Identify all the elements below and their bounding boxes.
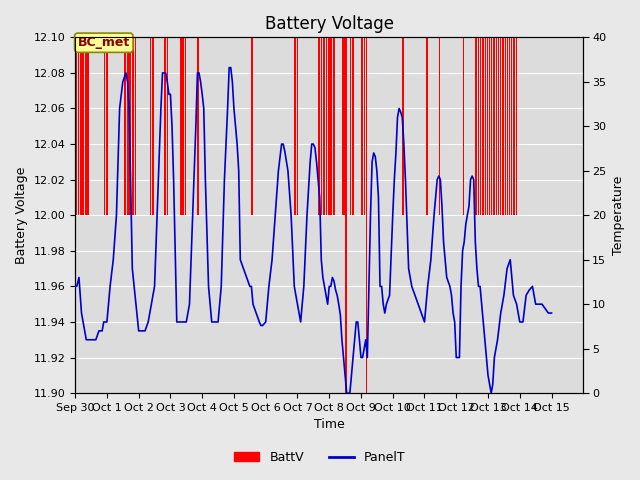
- Bar: [493, 37, 495, 215]
- Bar: [330, 37, 332, 215]
- Bar: [127, 37, 129, 215]
- Bar: [318, 37, 320, 215]
- Bar: [364, 37, 365, 215]
- Bar: [129, 37, 131, 215]
- Bar: [504, 37, 506, 215]
- Bar: [463, 37, 464, 215]
- Bar: [328, 37, 330, 215]
- Bar: [80, 37, 81, 215]
- Bar: [483, 37, 484, 215]
- Bar: [476, 37, 477, 215]
- Bar: [350, 37, 351, 215]
- Bar: [361, 37, 363, 215]
- Bar: [516, 37, 517, 215]
- Bar: [197, 37, 199, 215]
- Bar: [365, 37, 367, 393]
- Bar: [321, 37, 322, 215]
- Bar: [439, 37, 440, 215]
- Bar: [164, 37, 166, 215]
- Bar: [353, 37, 354, 215]
- Bar: [294, 37, 296, 215]
- Bar: [509, 37, 510, 215]
- Y-axis label: Battery Voltage: Battery Voltage: [15, 167, 28, 264]
- Bar: [342, 37, 344, 215]
- Title: Battery Voltage: Battery Voltage: [265, 15, 394, 33]
- Bar: [513, 37, 515, 215]
- Bar: [344, 37, 346, 215]
- Bar: [166, 37, 168, 215]
- Bar: [77, 37, 79, 215]
- Bar: [150, 37, 152, 215]
- Bar: [323, 37, 324, 215]
- Bar: [491, 37, 492, 215]
- Bar: [498, 37, 499, 215]
- Bar: [333, 37, 335, 215]
- Bar: [345, 37, 347, 393]
- Bar: [106, 37, 108, 215]
- Bar: [507, 37, 508, 215]
- X-axis label: Time: Time: [314, 419, 344, 432]
- Bar: [478, 37, 479, 215]
- Bar: [185, 37, 186, 215]
- Bar: [124, 37, 126, 215]
- Y-axis label: Temperature: Temperature: [612, 176, 625, 255]
- Bar: [500, 37, 501, 215]
- Bar: [82, 37, 84, 215]
- Bar: [426, 37, 428, 215]
- Bar: [403, 37, 404, 215]
- Bar: [326, 37, 327, 215]
- Bar: [180, 37, 182, 215]
- Text: BC_met: BC_met: [77, 36, 130, 49]
- Bar: [487, 37, 488, 215]
- Bar: [76, 37, 77, 215]
- Bar: [296, 37, 298, 215]
- Legend: BattV, PanelT: BattV, PanelT: [229, 446, 411, 469]
- Bar: [134, 37, 136, 215]
- Bar: [84, 37, 86, 215]
- Bar: [480, 37, 481, 215]
- Bar: [484, 37, 486, 215]
- Bar: [104, 37, 106, 215]
- Bar: [489, 37, 490, 215]
- Bar: [495, 37, 497, 215]
- Bar: [252, 37, 253, 215]
- Bar: [87, 37, 89, 215]
- Bar: [152, 37, 154, 215]
- Bar: [502, 37, 504, 215]
- Bar: [132, 37, 134, 215]
- Bar: [511, 37, 513, 215]
- Bar: [182, 37, 184, 215]
